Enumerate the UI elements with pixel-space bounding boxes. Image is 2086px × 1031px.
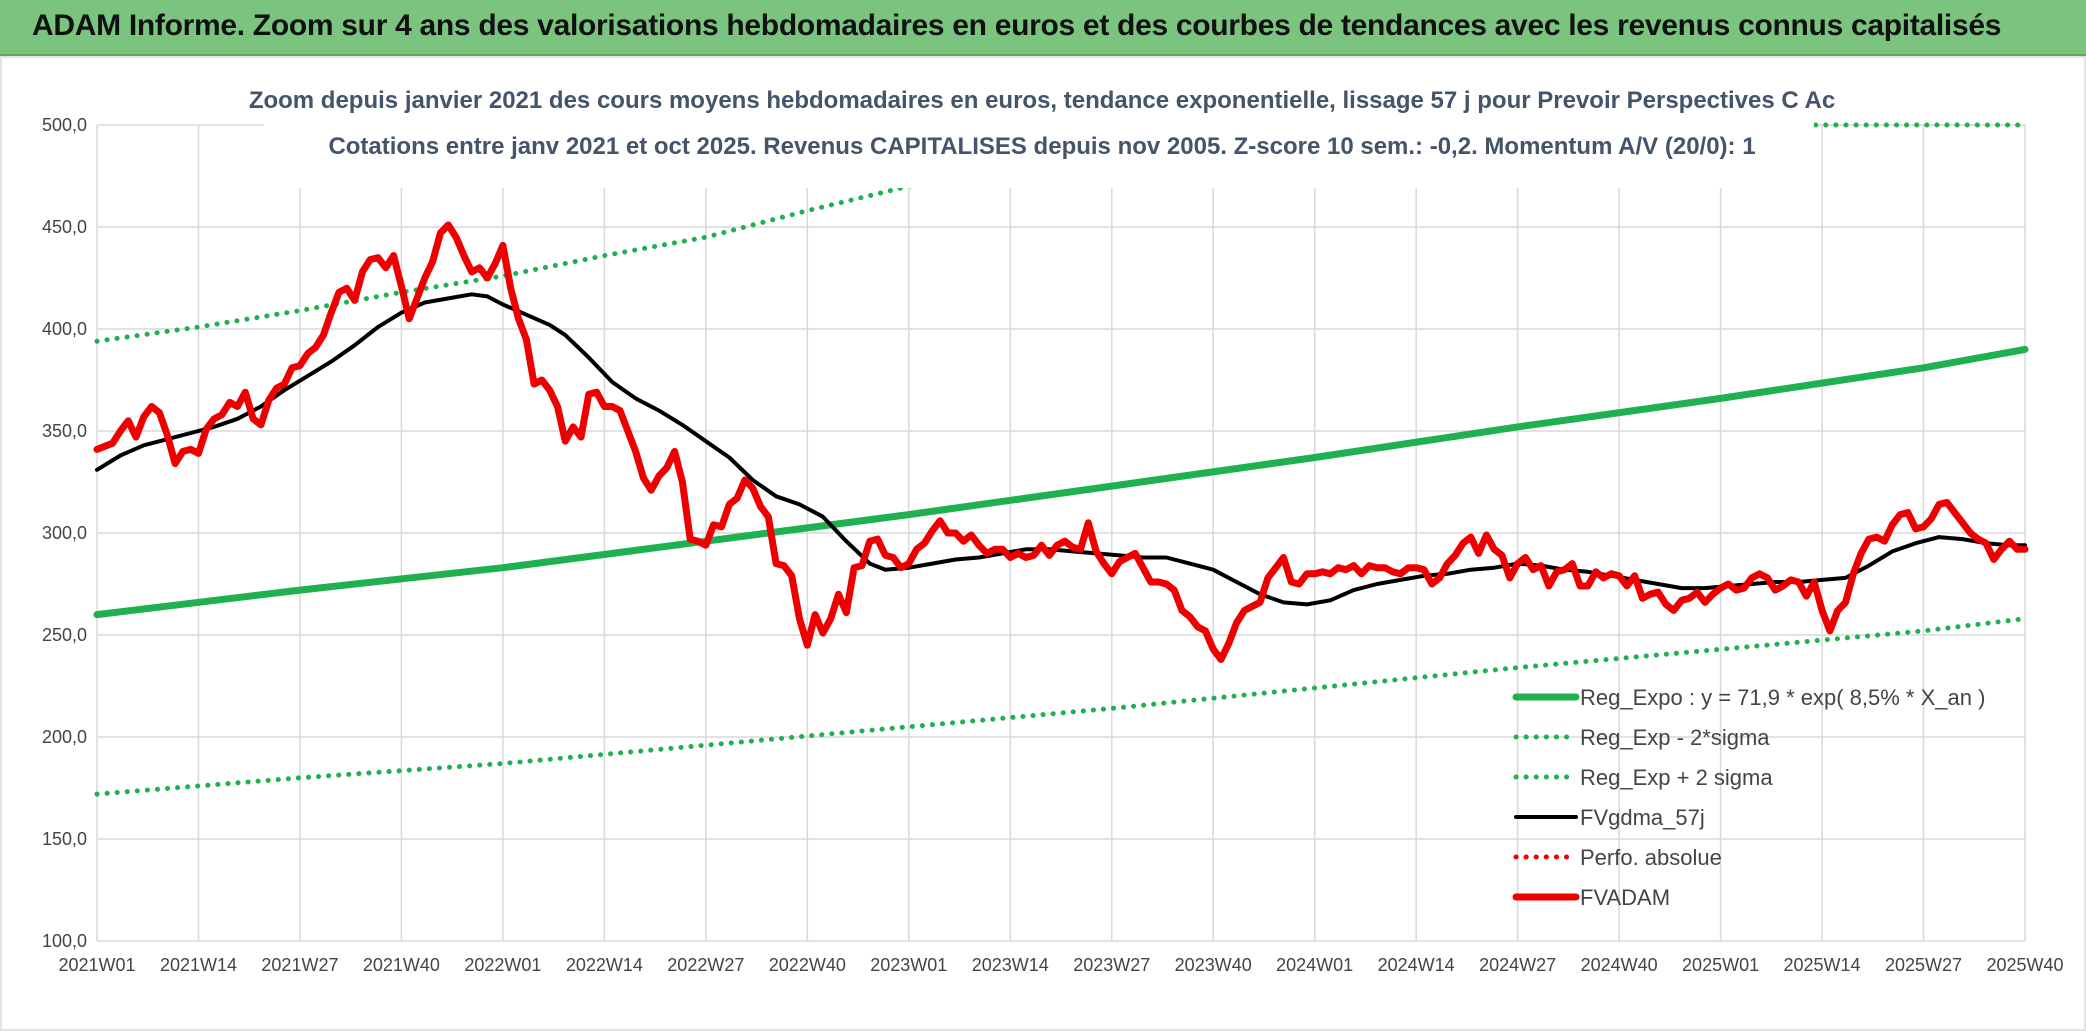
chart-title: Zoom depuis janvier 2021 des cours moyen… bbox=[249, 87, 1835, 114]
title-backdrop bbox=[264, 68, 1814, 188]
x-tick-label: 2024W14 bbox=[1378, 955, 1455, 975]
legend-label: Perfo. absolue bbox=[1580, 845, 1722, 870]
legend-moving-average: FVgdma_57j bbox=[1514, 805, 1705, 830]
y-tick-label: 500,0 bbox=[42, 115, 87, 135]
legend-label: FVADAM bbox=[1580, 885, 1670, 910]
line-chart: 100,0 150,0 200,0 250,0 300,0 350,0 400,0 450,0… bbox=[42, 68, 2064, 975]
x-tick-label: 2024W27 bbox=[1479, 955, 1556, 975]
trend-line bbox=[93, 345, 2029, 619]
x-tick-label: 2024W01 bbox=[1276, 955, 1353, 975]
x-tick-label: 2023W40 bbox=[1175, 955, 1252, 975]
chart-area: 100,0 150,0 200,0 250,0 300,0 350,0 400,0 450,0… bbox=[0, 56, 2086, 1031]
x-tick-label: 2023W14 bbox=[972, 955, 1049, 975]
legend-upper-band: Reg_Exp + 2 sigma bbox=[1513, 765, 1773, 790]
x-axis-labels: 2021W01 2021W14 2021W27 2021W40 2022W01 2022W… bbox=[58, 955, 2063, 975]
x-tick-label: 2021W40 bbox=[363, 955, 440, 975]
y-tick-label: 100,0 bbox=[42, 931, 87, 951]
price-line bbox=[93, 221, 2029, 663]
legend-label: Reg_Expo : y = 71,9 * exp( 8,5% * X_an ) bbox=[1580, 685, 1985, 710]
legend-price: FVADAM bbox=[1512, 885, 1670, 910]
y-tick-label: 400,0 bbox=[42, 319, 87, 339]
lower-band-line bbox=[94, 616, 2028, 797]
x-tick-label: 2021W01 bbox=[58, 955, 135, 975]
x-tick-label: 2023W01 bbox=[870, 955, 947, 975]
x-tick-label: 2021W14 bbox=[160, 955, 237, 975]
legend-perf: Perfo. absolue bbox=[1513, 845, 1722, 870]
x-tick-label: 2022W40 bbox=[769, 955, 846, 975]
x-tick-label: 2023W27 bbox=[1073, 955, 1150, 975]
gridlines bbox=[96, 124, 2026, 942]
legend-label: Reg_Exp - 2*sigma bbox=[1580, 725, 1770, 750]
x-tick-label: 2022W14 bbox=[566, 955, 643, 975]
chart-subtitle: Cotations entre janv 2021 et oct 2025. R… bbox=[328, 133, 1755, 160]
y-tick-label: 150,0 bbox=[42, 829, 87, 849]
legend-label: FVgdma_57j bbox=[1580, 805, 1705, 830]
x-tick-label: 2025W14 bbox=[1784, 955, 1861, 975]
x-tick-label: 2025W27 bbox=[1885, 955, 1962, 975]
y-tick-label: 350,0 bbox=[42, 421, 87, 441]
y-axis-labels: 100,0 150,0 200,0 250,0 300,0 350,0 400,0 450,0… bbox=[42, 115, 87, 951]
x-tick-label: 2025W01 bbox=[1682, 955, 1759, 975]
legend-lower-band: Reg_Exp - 2*sigma bbox=[1513, 725, 1770, 750]
chart-legend: Reg_Expo : y = 71,9 * exp( 8,5% * X_an )… bbox=[1512, 685, 1985, 910]
legend-trend: Reg_Expo : y = 71,9 * exp( 8,5% * X_an ) bbox=[1512, 685, 1985, 710]
x-tick-label: 2022W01 bbox=[464, 955, 541, 975]
x-tick-label: 2022W27 bbox=[667, 955, 744, 975]
banner-title: ADAM Informe. Zoom sur 4 ans des valoris… bbox=[32, 9, 2002, 42]
x-tick-label: 2024W40 bbox=[1581, 955, 1658, 975]
y-tick-label: 450,0 bbox=[42, 217, 87, 237]
x-tick-label: 2021W27 bbox=[261, 955, 338, 975]
y-tick-label: 300,0 bbox=[42, 523, 87, 543]
y-tick-label: 250,0 bbox=[42, 625, 87, 645]
legend-label: Reg_Exp + 2 sigma bbox=[1580, 765, 1773, 790]
moving-average-line bbox=[95, 292, 2027, 607]
x-tick-label: 2025W40 bbox=[1986, 955, 2063, 975]
header-banner: ADAM Informe. Zoom sur 4 ans des valoris… bbox=[0, 0, 2086, 56]
y-tick-label: 200,0 bbox=[42, 727, 87, 747]
